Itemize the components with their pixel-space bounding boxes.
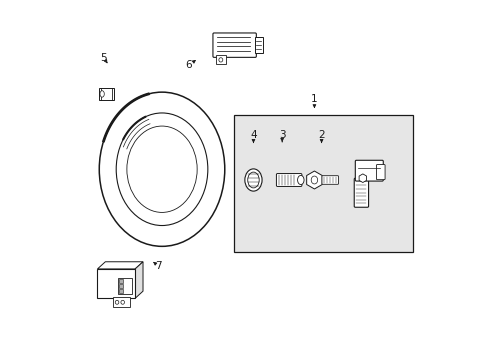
Polygon shape	[358, 174, 366, 183]
Polygon shape	[135, 262, 142, 298]
Bar	[119, 279, 123, 283]
Bar	[119, 284, 123, 288]
FancyBboxPatch shape	[212, 33, 256, 57]
Text: 2: 2	[318, 130, 324, 140]
Ellipse shape	[126, 126, 197, 212]
Polygon shape	[306, 171, 322, 189]
Bar	[233, 116, 412, 252]
Bar	[119, 289, 123, 293]
Bar	[118, 278, 132, 294]
Ellipse shape	[219, 58, 223, 62]
Bar	[255, 37, 263, 53]
Ellipse shape	[100, 91, 104, 97]
Polygon shape	[97, 262, 142, 269]
Ellipse shape	[121, 300, 124, 304]
Text: 7: 7	[155, 261, 162, 271]
Text: 6: 6	[185, 60, 192, 70]
FancyBboxPatch shape	[376, 165, 384, 180]
Text: 4: 4	[250, 130, 256, 140]
FancyBboxPatch shape	[353, 178, 368, 207]
Bar	[113, 297, 130, 307]
Text: 1: 1	[310, 94, 317, 104]
Text: 3: 3	[278, 130, 285, 140]
Bar	[97, 269, 135, 298]
Ellipse shape	[297, 175, 304, 185]
FancyBboxPatch shape	[276, 174, 301, 186]
Ellipse shape	[115, 300, 119, 304]
Text: 5: 5	[101, 53, 107, 63]
Ellipse shape	[310, 176, 317, 184]
FancyBboxPatch shape	[355, 160, 383, 181]
Ellipse shape	[116, 113, 207, 225]
Ellipse shape	[99, 92, 224, 246]
Bar	[99, 88, 114, 100]
Bar	[215, 55, 225, 64]
Ellipse shape	[244, 169, 262, 191]
Ellipse shape	[247, 172, 259, 188]
FancyBboxPatch shape	[321, 176, 338, 184]
